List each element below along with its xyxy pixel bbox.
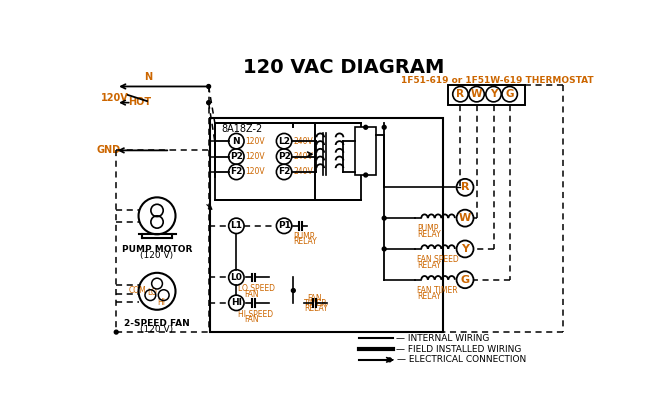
Text: L0: L0 — [230, 273, 243, 282]
Text: RELAY: RELAY — [417, 261, 441, 270]
Text: FAN: FAN — [244, 315, 259, 324]
Text: HI SPEED: HI SPEED — [238, 310, 273, 319]
Text: HI: HI — [157, 297, 165, 307]
Text: P2: P2 — [277, 152, 291, 161]
Circle shape — [383, 125, 386, 129]
Text: PUMP: PUMP — [293, 232, 315, 241]
Text: R: R — [461, 182, 469, 192]
Text: P2: P2 — [230, 152, 243, 161]
Text: RELAY: RELAY — [304, 304, 328, 313]
Text: HOT: HOT — [128, 97, 151, 107]
Text: F2: F2 — [278, 168, 290, 176]
Bar — [210, 118, 443, 332]
Text: — ELECTRICAL CONNECTION: — ELECTRICAL CONNECTION — [397, 355, 527, 364]
Text: G: G — [460, 275, 470, 285]
Text: W: W — [459, 213, 471, 223]
Text: RELAY: RELAY — [417, 292, 441, 301]
Circle shape — [115, 330, 118, 334]
Text: (120 V): (120 V) — [141, 325, 174, 334]
Text: COM: COM — [129, 286, 146, 295]
Text: F2: F2 — [230, 168, 243, 176]
Text: (120 V): (120 V) — [141, 251, 174, 260]
Circle shape — [207, 101, 210, 105]
Circle shape — [383, 216, 386, 220]
Text: 120 VAC DIAGRAM: 120 VAC DIAGRAM — [243, 58, 444, 77]
Text: Y: Y — [461, 244, 469, 254]
Circle shape — [291, 289, 295, 292]
Bar — [448, 85, 525, 105]
Text: 120V: 120V — [246, 152, 265, 161]
Circle shape — [388, 358, 391, 362]
Circle shape — [207, 85, 210, 88]
Bar — [355, 127, 377, 175]
Text: P1: P1 — [277, 221, 291, 230]
Text: — FIELD INSTALLED WIRING: — FIELD INSTALLED WIRING — [396, 344, 521, 354]
Text: 1F51-619 or 1F51W-619 THERMOSTAT: 1F51-619 or 1F51W-619 THERMOSTAT — [401, 76, 594, 85]
Text: — INTERNAL WIRING: — INTERNAL WIRING — [396, 334, 489, 343]
Text: W: W — [471, 89, 482, 99]
Circle shape — [383, 247, 386, 251]
Text: L2: L2 — [278, 137, 290, 146]
Text: 240V: 240V — [293, 168, 313, 176]
Text: LO: LO — [147, 288, 157, 297]
Text: 2-SPEED FAN: 2-SPEED FAN — [124, 319, 190, 328]
Text: L1: L1 — [230, 221, 243, 230]
Text: PUMP: PUMP — [417, 224, 439, 233]
Text: R: R — [456, 89, 464, 99]
Text: 120V: 120V — [100, 93, 129, 103]
Text: 120V: 120V — [246, 137, 265, 146]
Circle shape — [364, 173, 368, 177]
Text: FAN: FAN — [307, 294, 322, 303]
Text: G: G — [505, 89, 514, 99]
Text: 240V: 240V — [293, 137, 313, 146]
Text: 120V: 120V — [246, 168, 265, 176]
Text: 8A18Z-2: 8A18Z-2 — [222, 124, 263, 134]
Text: Y: Y — [490, 89, 497, 99]
Text: LO SPEED: LO SPEED — [238, 285, 275, 293]
Text: N: N — [145, 72, 153, 82]
Text: HI: HI — [231, 298, 242, 308]
Text: RELAY: RELAY — [417, 230, 441, 240]
Text: PUMP MOTOR: PUMP MOTOR — [122, 245, 192, 254]
Text: GND: GND — [96, 145, 121, 155]
Circle shape — [364, 125, 368, 129]
Text: FAN TIMER: FAN TIMER — [417, 286, 458, 295]
Text: 240V: 240V — [293, 152, 313, 161]
Text: N: N — [232, 137, 240, 146]
Text: TIMER: TIMER — [304, 299, 328, 308]
Text: FAN SPEED: FAN SPEED — [417, 255, 459, 264]
Text: RELAY: RELAY — [293, 238, 317, 246]
Text: FAN: FAN — [244, 290, 259, 299]
Bar — [215, 123, 361, 200]
